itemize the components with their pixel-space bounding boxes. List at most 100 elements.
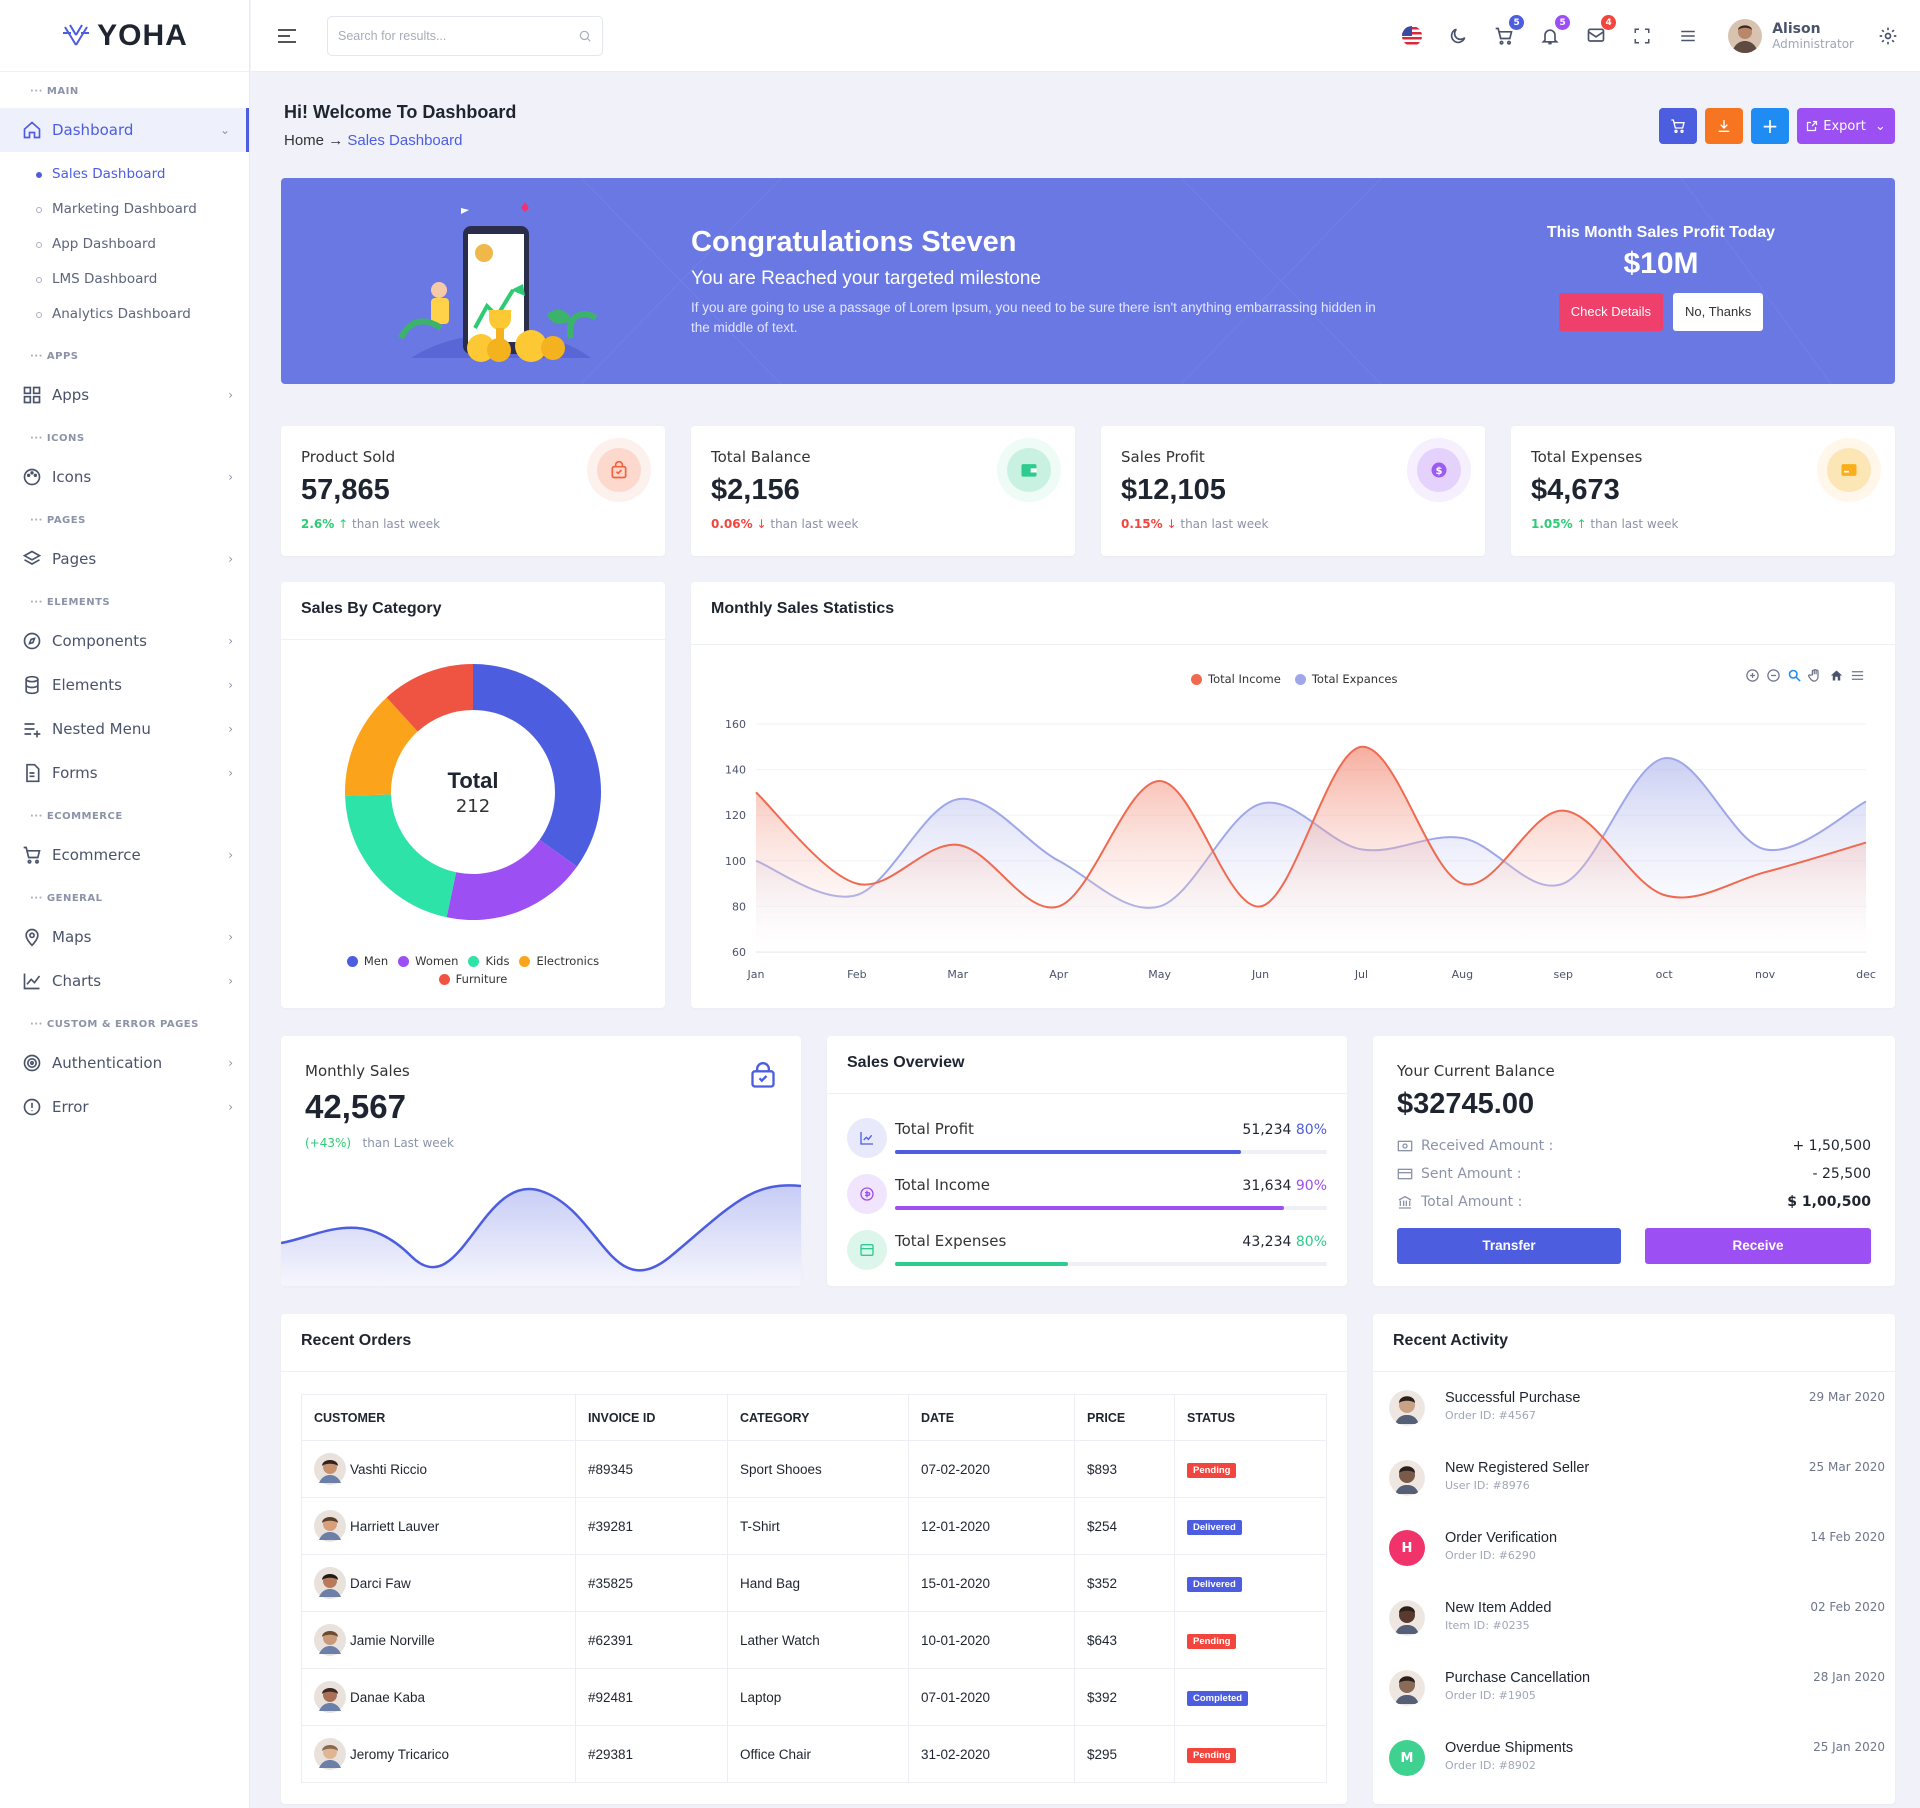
search-input[interactable]: [338, 28, 578, 43]
legend-item-total-expances[interactable]: Total Expances: [1294, 672, 1397, 686]
transfer-button[interactable]: Transfer: [1397, 1228, 1621, 1264]
sidebar-item-forms[interactable]: Forms ›: [0, 751, 249, 795]
activity-item[interactable]: New Registered Seller User ID: #8976 25 Ma…: [1389, 1460, 1885, 1496]
settings-gear-icon[interactable]: [1876, 24, 1900, 48]
export-label: Export: [1823, 118, 1866, 134]
search-icon[interactable]: [578, 29, 592, 43]
sidebar-item-label: Apps: [52, 386, 90, 404]
sidebar-item-label: Nested Menu: [52, 720, 151, 738]
sidebar-item-apps[interactable]: Apps ›: [0, 373, 249, 417]
menu-icon[interactable]: [1676, 24, 1700, 48]
messages-button[interactable]: 4: [1584, 15, 1617, 48]
home-icon: [23, 121, 41, 139]
table-row[interactable]: Vashti Riccio #89345 Sport Shooes 07-02-202…: [301, 1440, 1327, 1498]
legend-item-men[interactable]: Men: [346, 954, 388, 968]
breadcrumb-home[interactable]: Home: [284, 132, 325, 149]
receive-button[interactable]: Receive: [1645, 1228, 1871, 1264]
stat-change-pct: 2.6%: [301, 517, 335, 531]
logo[interactable]: YOHA: [0, 0, 249, 72]
sidebar-item-components[interactable]: Components ›: [0, 619, 249, 663]
download-icon: [1718, 120, 1730, 132]
magnifier-icon[interactable]: [1787, 668, 1802, 683]
table-row[interactable]: Danae Kaba #92481 Laptop 07-01-2020 $392 Comp…: [301, 1668, 1327, 1726]
activity-item[interactable]: M Overdue Shipments Order ID: #8902 25 Jan …: [1389, 1740, 1885, 1776]
recent-activity-card: Recent Activity Successful Purchase Order…: [1373, 1314, 1895, 1804]
section-custom: ··· CUSTOM & ERROR PAGES: [30, 1019, 199, 1030]
donut-slice-men[interactable]: [473, 664, 601, 867]
add-button[interactable]: +: [1751, 108, 1789, 144]
x-tick-label: oct: [1656, 968, 1674, 981]
legend-item-total-income[interactable]: Total Income: [1191, 672, 1281, 686]
activity-date: 02 Feb 2020: [1810, 1600, 1885, 1614]
sidebar-subitem-lms-dashboard[interactable]: LMS Dashboard: [0, 261, 249, 296]
date: 12-01-2020: [908, 1497, 1075, 1555]
fullscreen-icon[interactable]: [1630, 24, 1654, 48]
cart-action-button[interactable]: [1659, 108, 1697, 144]
export-button[interactable]: Export ⌄: [1797, 108, 1895, 144]
sidebar-item-error[interactable]: Error ›: [0, 1085, 249, 1129]
sidebar-item-dashboard[interactable]: Dashboard ⌄: [0, 108, 249, 152]
table-row[interactable]: Jamie Norville #62391 Lather Watch 10-01-20…: [301, 1611, 1327, 1669]
sidebar-item-pages[interactable]: Pages ›: [0, 537, 249, 581]
check-details-button[interactable]: Check Details: [1558, 293, 1663, 331]
legend-item-kids[interactable]: Kids: [468, 954, 509, 968]
chevron-right-icon: ›: [228, 722, 233, 736]
sidebar-item-icons[interactable]: Icons ›: [0, 455, 249, 499]
sidebar-item-charts[interactable]: Charts ›: [0, 959, 249, 1003]
chevron-down-icon: ⌄: [1874, 118, 1886, 134]
donut-slice-furniture[interactable]: [386, 664, 473, 732]
activity-item[interactable]: Successful Purchase Order ID: #4567 29 Mar…: [1389, 1390, 1885, 1426]
menu-toggle-icon[interactable]: [277, 28, 297, 44]
table-row[interactable]: Darci Faw #35825 Hand Bag 15-01-2020 $352 Del…: [301, 1554, 1327, 1612]
cart-button[interactable]: 5: [1492, 15, 1525, 48]
sidebar-item-ecommerce[interactable]: Ecommerce ›: [0, 833, 249, 877]
series-line-total-income[interactable]: [755, 745, 1867, 909]
donut-slice-kids[interactable]: [345, 794, 457, 918]
price: $893: [1074, 1440, 1175, 1498]
section-pages: ··· PAGES: [30, 515, 86, 526]
main-content: Hi! Welcome To Dashboard Home → Sales Da…: [281, 72, 1895, 1804]
download-button[interactable]: [1705, 108, 1743, 144]
sidebar-subitem-marketing-dashboard[interactable]: Marketing Dashboard: [0, 191, 249, 226]
donut-slice-electronics[interactable]: [345, 697, 418, 796]
no-thanks-button[interactable]: No, Thanks: [1672, 293, 1764, 331]
overview-progress-track: [895, 1206, 1327, 1210]
activity-item[interactable]: H Order Verification Order ID: #6290 14 Feb…: [1389, 1530, 1885, 1566]
status-badge: Delivered: [1187, 1576, 1242, 1592]
sidebar-subitem-sales-dashboard[interactable]: Sales Dashboard: [0, 156, 249, 191]
sent-amount-row: Sent Amount : - 25,500: [1397, 1160, 1871, 1188]
chart-menu-icon[interactable]: [1850, 668, 1865, 683]
donut-slice-women[interactable]: [446, 839, 577, 920]
category: Sport Shooes: [727, 1440, 909, 1498]
table-row[interactable]: Harriett Lauver #39281 T-Shirt 12-01-2020 $2…: [301, 1497, 1327, 1555]
activity-title: Order Verification: [1445, 1530, 1558, 1546]
reset-home-icon[interactable]: [1829, 668, 1844, 683]
sidebar-subitem-app-dashboard[interactable]: App Dashboard: [0, 226, 249, 261]
language-flag-icon[interactable]: [1400, 24, 1424, 48]
sidebar-subitem-analytics-dashboard[interactable]: Analytics Dashboard: [0, 296, 249, 331]
card-title: Recent Activity: [1393, 1332, 1508, 1349]
activity-item[interactable]: New Item Added Item ID: #0235 02 Feb 2020: [1389, 1600, 1885, 1636]
zoom-in-icon[interactable]: [1745, 668, 1760, 683]
section-icons: ··· ICONS: [30, 433, 85, 444]
activity-item[interactable]: Purchase Cancellation Order ID: #1905 28 J…: [1389, 1670, 1885, 1706]
legend-item-women[interactable]: Women: [398, 954, 458, 968]
search-box[interactable]: [327, 15, 603, 56]
notifications-button[interactable]: 5: [1538, 15, 1571, 48]
sidebar-item-elements[interactable]: Elements ›: [0, 663, 249, 707]
overview-pct: 80%: [1295, 1234, 1327, 1250]
user-menu[interactable]: Alison Administrator: [1728, 19, 1854, 53]
stat-change: 2.6% ↑ than last week: [301, 517, 440, 531]
moon-icon[interactable]: [1446, 24, 1470, 48]
stat-change-note: than last week: [352, 517, 441, 531]
stat-change-arrow: ↑: [338, 517, 349, 531]
legend-item-electronics[interactable]: Electronics: [519, 954, 599, 968]
received-value: + 1,50,500: [1792, 1138, 1871, 1154]
legend-item-furniture[interactable]: Furniture: [438, 972, 507, 986]
pan-hand-icon[interactable]: [1808, 668, 1823, 683]
sidebar-item-authentication[interactable]: Authentication ›: [0, 1041, 249, 1085]
sidebar-item-nested-menu[interactable]: Nested Menu ›: [0, 707, 249, 751]
table-row[interactable]: Jeromy Tricarico #29381 Office Chair 31-02-…: [301, 1725, 1327, 1783]
zoom-out-icon[interactable]: [1766, 668, 1781, 683]
sidebar-item-maps[interactable]: Maps ›: [0, 915, 249, 959]
